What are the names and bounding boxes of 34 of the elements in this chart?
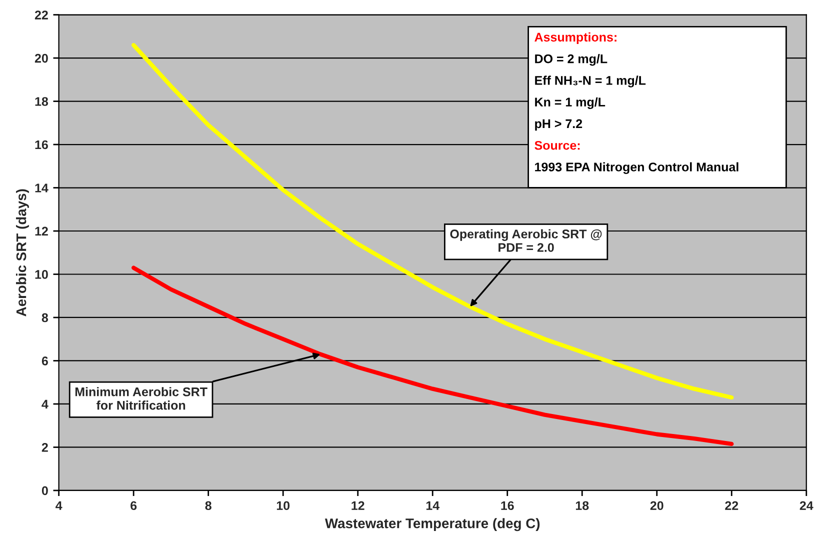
y-tick-label: 2 [42,443,48,452]
y-tick-label: 20 [34,54,48,63]
x-tick-label: 12 [352,501,364,510]
y-tick-label: 8 [42,313,48,322]
annotation: Minimum Aerobic SRT for Nitrification [75,387,208,410]
x-tick-label: 8 [205,501,212,510]
y-tick-label: 4 [42,400,48,409]
x-tick-label: 20 [650,501,664,510]
annotation: DO = 2 mg/L [535,54,608,66]
x-axis-title: Wastewater Temperature (deg C) [324,518,540,532]
x-tick-label: 18 [576,501,589,510]
annotation: Operating Aerobic SRT @ PDF = 2.0 [450,229,602,252]
annotation: Assumptions: [534,32,616,44]
annotation: Source: [534,140,580,150]
y-tick-label: 22 [34,10,48,20]
y-tick-label: 6 [42,356,48,366]
x-tick-label: 14 [426,501,440,510]
y-tick-label: 10 [35,270,48,279]
y-tick-label: 0 [42,486,48,496]
x-tick-label: 6 [130,501,137,510]
x-tick-label: 24 [800,501,814,510]
y-tick-label: 16 [35,140,48,150]
annotation: Kn = 1 mg/L [535,97,606,110]
annotation: Eff NH₃-N = 1 mg/L [535,76,646,88]
annotation: pH > 7.2 [535,119,582,131]
x-tick-label: 16 [501,501,514,510]
y-tick-label: 12 [35,226,48,236]
x-tick-label: 4 [56,501,62,510]
y-axis-title: Aerobic SRT (days) [16,189,29,316]
x-tick-label: 22 [725,501,738,510]
y-tick-label: 14 [35,184,48,192]
y-tick-label: 18 [35,97,48,106]
x-tick-label: 10 [276,501,290,510]
annotation: 1993 EPA Nitrogen Control Manual [535,162,738,174]
